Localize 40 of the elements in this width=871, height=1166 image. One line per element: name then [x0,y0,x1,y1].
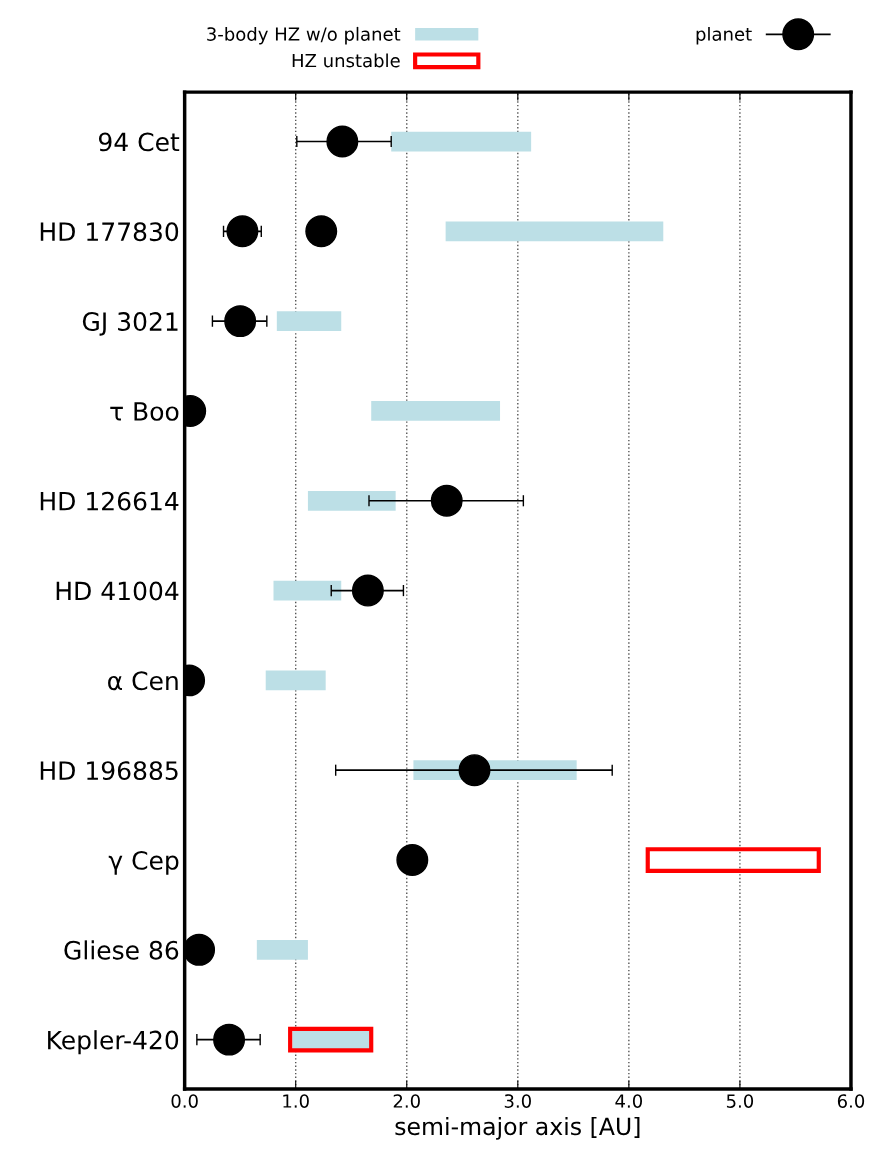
point [396,844,429,876]
point [430,484,463,517]
bar [307,490,396,511]
point [326,125,359,158]
x-tick-label: 1.0 [283,1094,309,1108]
y-tick-label: HD 177830 [40,222,179,242]
y-tick-label: HD 41004 [56,581,179,601]
x-tick-label: 2.0 [393,1094,420,1108]
legend-label: HZ unstable [292,53,400,68]
x-tick-label: 6.0 [837,1094,865,1108]
y-tick-label: α Cen [108,671,178,691]
x-tick-label: 4.0 [615,1094,643,1108]
bar [276,311,342,332]
point [458,754,491,787]
bar [273,580,342,601]
point [226,215,259,248]
bar [391,131,532,152]
y-tick-label: γ Cep [108,850,179,875]
point [351,574,384,607]
legend-label: planet [696,26,752,45]
x-axis-title: semi-major axis [AU] [395,1116,640,1140]
y-tick-label: τ Boo [110,402,179,421]
bar [256,939,308,960]
x-tick-label: 3.0 [504,1094,531,1108]
bar [265,670,326,691]
x-tick-label: 5.0 [726,1094,754,1108]
point [184,933,216,966]
x-tick-label: 0.0 [171,1094,198,1108]
bar [371,401,501,421]
y-tick-label: Gliese 86 [64,940,179,960]
y-tick-label: HD 196885 [40,761,178,781]
y-tick-label: HD 126614 [40,491,179,511]
point [305,215,338,248]
y-tick-label: Kepler-420 [48,1030,179,1055]
bar [445,221,664,242]
legend-label: 3-body HZ w/o planet [207,26,401,45]
point [224,305,257,338]
y-tick-label: 94 Cet [98,132,180,152]
y-tick-label: GJ 3021 [82,312,178,336]
point [213,1023,246,1056]
